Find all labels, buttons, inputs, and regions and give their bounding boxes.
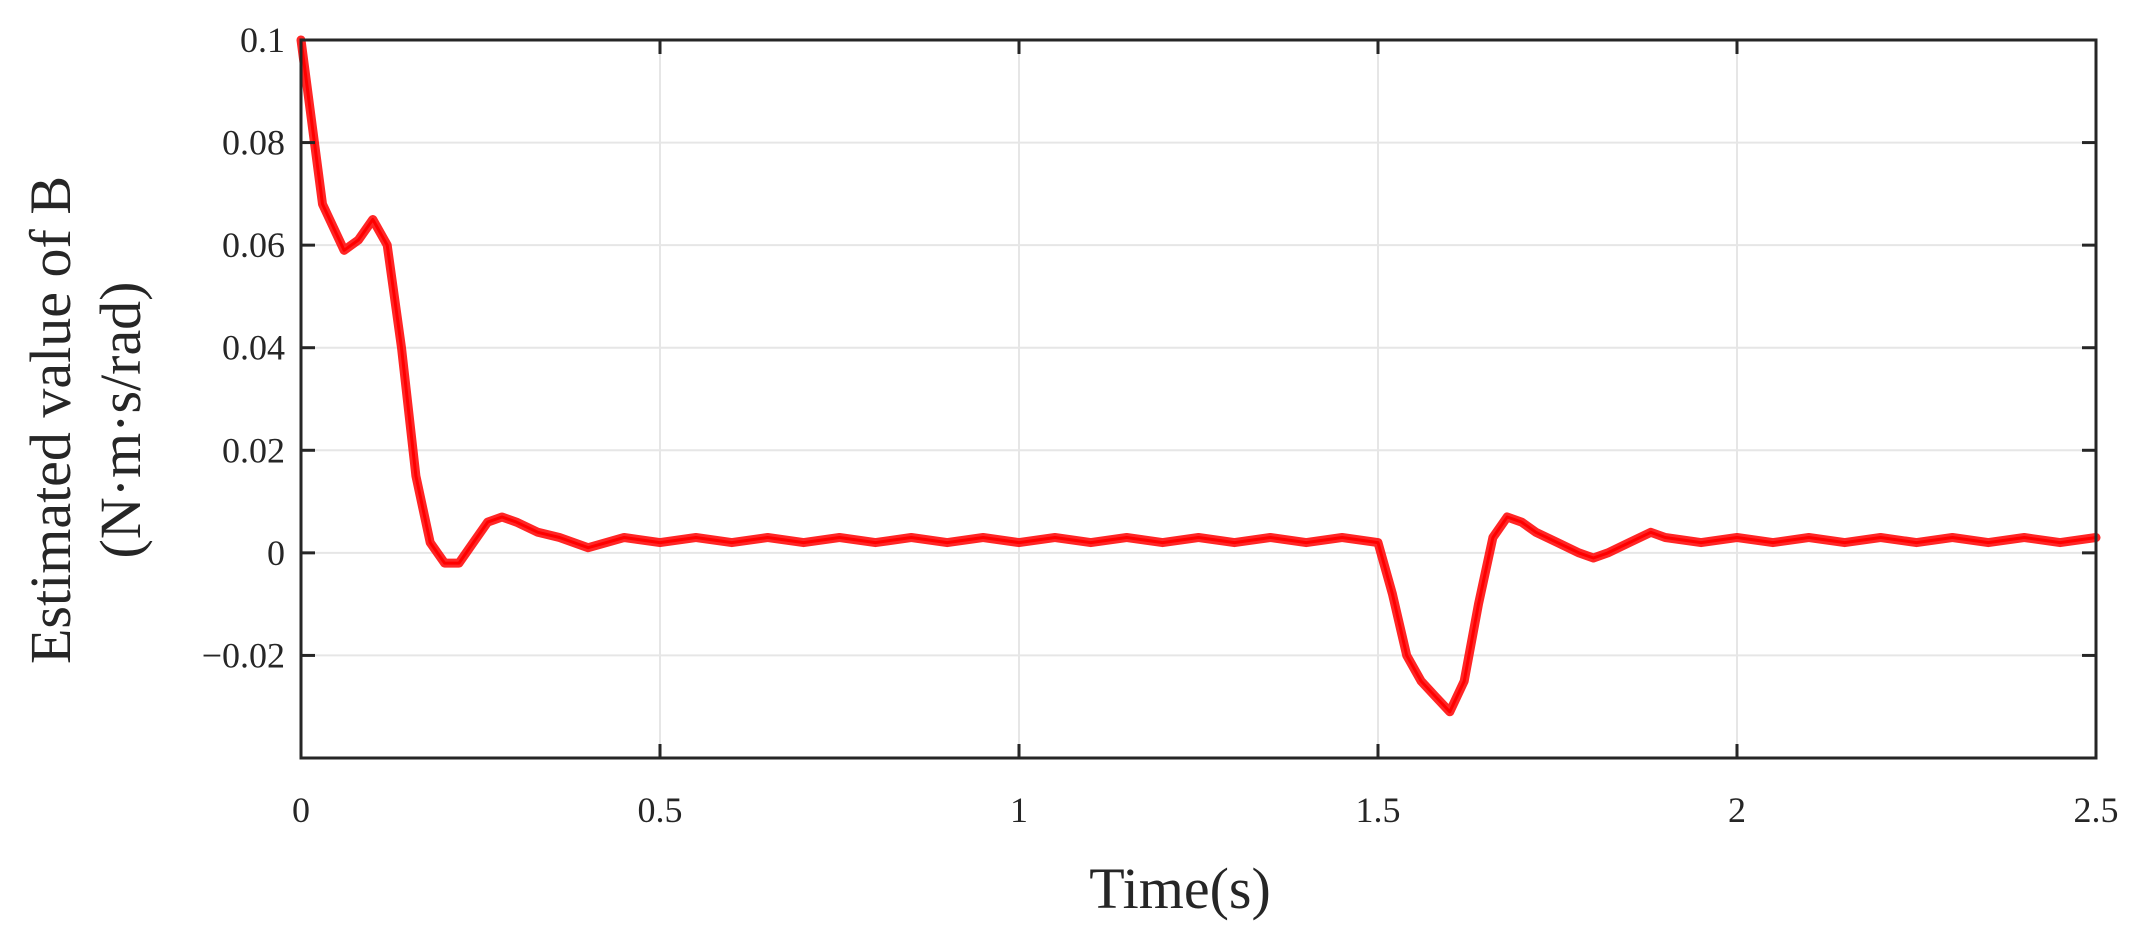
y-tick-label: 0.02: [222, 430, 285, 470]
y-tick-label: −0.02: [202, 635, 285, 675]
y-tick-label: 0.08: [222, 123, 285, 163]
x-tick-label: 0.5: [638, 790, 683, 830]
x-tick-label: 1.5: [1356, 790, 1401, 830]
y-axis-title-line-2: (N·m·s/rad): [88, 281, 153, 558]
y-tick-label: 0: [267, 533, 285, 573]
axes-frame: [301, 40, 2096, 758]
series-0: [301, 40, 2096, 712]
y-tick-label: 0.06: [222, 225, 285, 265]
x-tick-labels: 0 0.5 1 1.5 2 2.5: [292, 790, 2119, 830]
y-tick-label: 0.04: [222, 328, 285, 368]
y-tick-label: 0.1: [240, 20, 285, 60]
y-axis-title-line-1: Estimated value of B: [18, 176, 83, 664]
series-layer: [301, 40, 2096, 712]
x-tick-label: 0: [292, 790, 310, 830]
x-tick-label: 1: [1010, 790, 1028, 830]
x-tick-label: 2.5: [2074, 790, 2119, 830]
plot-frame: [301, 40, 2096, 758]
x-axis-title: Time(s): [1089, 856, 1271, 921]
tick-marks: [301, 40, 2096, 758]
x-tick-label: 2: [1728, 790, 1746, 830]
series-line: [301, 40, 2096, 712]
grid-lines: [301, 40, 2096, 758]
series-line-band: [301, 40, 2096, 712]
y-tick-labels: −0.02 0 0.02 0.04 0.06 0.08 0.1: [202, 20, 285, 675]
